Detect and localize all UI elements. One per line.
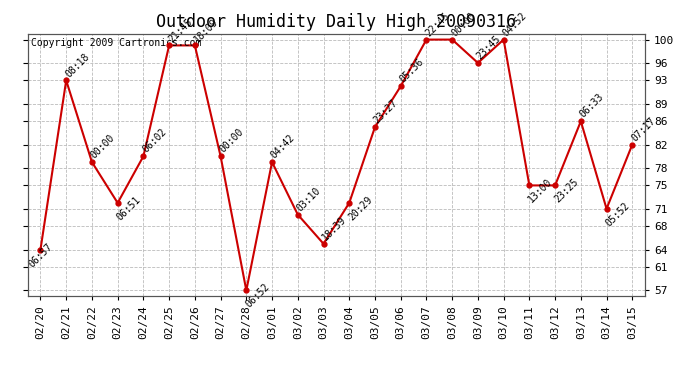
Text: 00:00: 00:00 bbox=[218, 127, 246, 155]
Text: Copyright 2009 Cartronics.com: Copyright 2009 Cartronics.com bbox=[30, 38, 201, 48]
Text: 04:42: 04:42 bbox=[269, 133, 297, 161]
Text: 23:27: 23:27 bbox=[372, 98, 400, 126]
Text: 04:52: 04:52 bbox=[501, 10, 529, 38]
Text: 06:52: 06:52 bbox=[244, 282, 271, 310]
Title: Outdoor Humidity Daily High 20090316: Outdoor Humidity Daily High 20090316 bbox=[157, 13, 516, 31]
Text: 06:33: 06:33 bbox=[578, 92, 606, 120]
Text: 05:36: 05:36 bbox=[398, 57, 426, 85]
Text: 22:45: 22:45 bbox=[424, 10, 451, 38]
Text: 07:17: 07:17 bbox=[629, 116, 658, 143]
Text: 00:00: 00:00 bbox=[449, 10, 477, 38]
Text: 23:25: 23:25 bbox=[552, 177, 580, 205]
Text: 06:02: 06:02 bbox=[141, 127, 168, 155]
Text: 05:52: 05:52 bbox=[604, 200, 631, 228]
Text: 13:00: 13:00 bbox=[526, 177, 554, 205]
Text: 06:57: 06:57 bbox=[26, 241, 55, 269]
Text: 00:00: 00:00 bbox=[89, 133, 117, 161]
Text: 20:29: 20:29 bbox=[346, 195, 374, 222]
Text: 18:09: 18:09 bbox=[192, 16, 220, 44]
Text: 03:10: 03:10 bbox=[295, 185, 323, 213]
Text: 06:51: 06:51 bbox=[115, 195, 143, 222]
Text: 23:45: 23:45 bbox=[475, 34, 503, 62]
Text: 08:18: 08:18 bbox=[63, 51, 91, 79]
Text: 18:39: 18:39 bbox=[321, 214, 348, 242]
Text: 21:45: 21:45 bbox=[166, 16, 194, 44]
